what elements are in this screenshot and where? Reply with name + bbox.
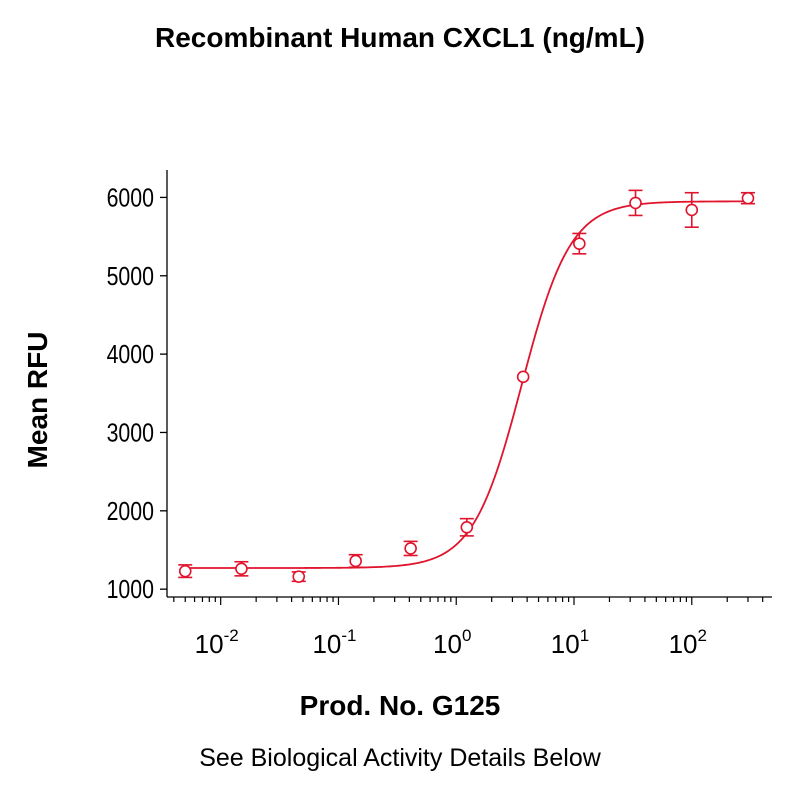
x-tick-label-base: 10 [551, 629, 580, 659]
x-tick-label: 100 [433, 626, 471, 659]
x-tick-label: 102 [669, 626, 707, 659]
fit-curve [184, 200, 749, 569]
data-points [178, 189, 755, 583]
data-point [628, 189, 643, 217]
point-marker [573, 237, 586, 250]
y-tick-label: 4000 [107, 340, 154, 370]
axes [166, 170, 772, 598]
point-marker [516, 370, 530, 384]
y-tick-label: 6000 [107, 183, 154, 213]
data-point [291, 570, 306, 583]
x-tick-label-exponent: 2 [697, 626, 706, 645]
point-marker [349, 554, 362, 568]
data-point [684, 191, 699, 228]
x-axis-label: Prod. No. G125 [299, 690, 501, 721]
x-tick-label-exponent: -2 [224, 626, 239, 645]
x-tick-label-base: 10 [433, 629, 462, 659]
y-tick-label: 2000 [107, 497, 154, 527]
y-tick-label: 5000 [107, 262, 154, 292]
x-tick-label-base: 10 [669, 629, 698, 659]
x-tick-label: 101 [551, 626, 589, 659]
x-tick-label: 10-1 [312, 626, 356, 659]
y-ticks: 1000 2000 3000 4000 5000 6000 [107, 183, 167, 605]
point-marker [235, 562, 248, 576]
data-point [740, 191, 755, 205]
x-tick-label-exponent: 1 [580, 626, 589, 645]
data-point [178, 564, 193, 579]
x-tick-label-exponent: 0 [462, 626, 471, 645]
data-point [516, 370, 530, 384]
point-marker [292, 570, 306, 583]
point-marker [404, 542, 417, 555]
x-ticks: 10-2 10-1 100 101 102 [173, 597, 764, 659]
x-tick-label-base: 10 [312, 629, 341, 659]
data-point [403, 540, 418, 557]
point-marker [741, 191, 755, 205]
y-tick-label: 1000 [107, 575, 154, 605]
point-marker [460, 520, 474, 534]
chart-title: Recombinant Human CXCL1 (ng/mL) [154, 22, 645, 53]
y-axis-label: Mean RFU [22, 331, 53, 469]
x-tick-label-exponent: -1 [341, 626, 356, 645]
caption: See Biological Activity Details Below [199, 744, 601, 772]
data-point [459, 517, 474, 537]
x-tick-label-base: 10 [195, 629, 224, 659]
data-point [234, 560, 249, 577]
x-tick-label: 10-2 [195, 626, 239, 659]
point-marker [629, 196, 642, 210]
data-point [348, 553, 363, 569]
y-tick-label: 3000 [107, 419, 154, 449]
data-point [572, 232, 587, 255]
point-marker [178, 564, 192, 578]
point-marker [685, 203, 699, 217]
